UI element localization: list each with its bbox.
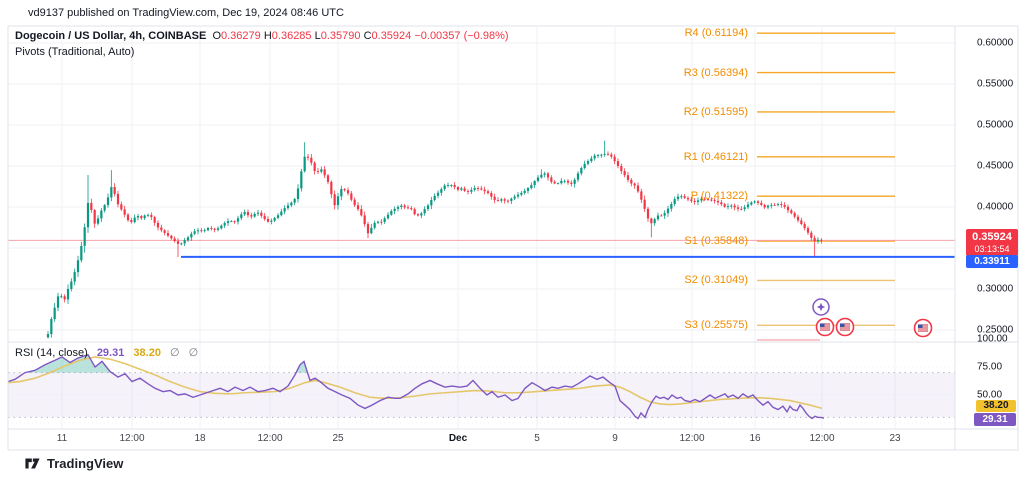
- pivot-label-R1: R1 (0.46121): [683, 150, 748, 163]
- ray-price-badge: 0.33911: [966, 255, 1018, 268]
- ohlc-high-value: 0.36285: [271, 30, 312, 42]
- time-label-11: 11: [56, 433, 68, 444]
- pivot-lines: [757, 32, 895, 326]
- axis-label-0.50000: 0.50000: [977, 119, 1014, 131]
- time-label-9: 9: [612, 433, 618, 444]
- rsi-lines: [8, 353, 825, 420]
- pivot-label-S3: S3 (0.25575): [684, 319, 748, 332]
- economic-event-flag-icon[interactable]: [913, 318, 933, 338]
- axis-label-50.00: 50.00: [977, 389, 1003, 401]
- axis-label-0.55000: 0.55000: [977, 78, 1014, 90]
- bar-countdown: 03:13:54: [974, 243, 1010, 254]
- time-label-18: 18: [194, 433, 206, 444]
- rsi-legend-title: RSI (14, close): [15, 347, 88, 359]
- pivot-label-R4: R4 (0.61194): [684, 27, 748, 40]
- chart-frame: [7, 25, 1019, 451]
- axis-label-0.25000: 0.25000: [977, 324, 1014, 336]
- pivot-label-P: P (0.41322): [690, 190, 748, 203]
- economic-event-flag-icon[interactable]: [835, 317, 855, 337]
- symbol-legend: Dogecoin / US Dollar, 4h, COINBASE O0.36…: [15, 30, 509, 42]
- rsi-ma-value: 38.20: [133, 347, 161, 359]
- candlestick-series: [46, 140, 823, 339]
- rsi-band-hidden-2: ∅: [188, 347, 199, 359]
- rsi-band-fill: [8, 372, 955, 418]
- rsi-band-hidden-1: ∅: [170, 347, 180, 359]
- ohlc-low-label: L: [314, 30, 321, 42]
- ohlc-close-label: C: [363, 30, 372, 42]
- ohlc-open-value: 0.36279: [221, 30, 261, 42]
- axis-label-0.40000: 0.40000: [977, 201, 1014, 213]
- add-alert-plus-button[interactable]: [812, 298, 830, 316]
- plus-star-icon: [816, 302, 826, 312]
- time-label-12:00: 12:00: [257, 433, 283, 444]
- time-label-Dec: Dec: [448, 433, 468, 444]
- ohlc-high-label: H: [263, 30, 272, 42]
- time-label-12:00: 12:00: [809, 433, 835, 444]
- rsi-overbought-fill: [24, 354, 308, 373]
- tradingview-brand-text: TradingView: [47, 456, 124, 471]
- axis-label-0.60000: 0.60000: [977, 37, 1014, 49]
- economic-event-flag-icon[interactable]: [815, 317, 835, 337]
- rsi-value-badge: 29.31: [974, 413, 1016, 426]
- time-label-16: 16: [749, 433, 761, 444]
- last-price-value: 0.35924: [972, 231, 1012, 243]
- gridlines: [8, 27, 955, 429]
- time-label-5: 5: [534, 433, 540, 444]
- tradingview-footer-link[interactable]: TradingView: [24, 455, 123, 472]
- rsi-line: [8, 353, 825, 420]
- pivot-label-S1: S1 (0.35848): [684, 235, 748, 248]
- attribution-text: vd9137 published on TradingView.com, Dec…: [28, 7, 344, 19]
- axis-label-100.00: 100.00: [977, 333, 1008, 345]
- rsi-indicator-legend: RSI (14, close) 29.31 38.20 ∅ ∅: [15, 346, 198, 359]
- rsi-value: 29.31: [96, 347, 125, 359]
- ohlc-open-label: O: [212, 30, 221, 42]
- time-label-12:00: 12:00: [119, 433, 145, 444]
- time-label-23: 23: [889, 433, 901, 444]
- time-label-25: 25: [332, 433, 344, 444]
- axis-label-0.45000: 0.45000: [977, 160, 1014, 172]
- ohlc-close-value: 0.35924: [371, 30, 412, 42]
- rsi-ma-line: [8, 356, 823, 409]
- rsi-ma-badge: 38.20: [976, 400, 1016, 412]
- ohlc-low-value: 0.35790: [320, 30, 361, 42]
- pivot-label-R2: R2 (0.51595): [683, 105, 748, 118]
- ohlc-change-value: −0.00357 (−0.98%): [414, 30, 509, 42]
- axis-label-0.30000: 0.30000: [977, 283, 1014, 295]
- pivots-indicator-legend: Pivots (Traditional, Auto): [15, 46, 135, 58]
- pivot-label-R3: R3 (0.56394): [683, 66, 748, 79]
- symbol-title: Dogecoin / US Dollar, 4h, COINBASE: [15, 30, 207, 42]
- time-label-12:00: 12:00: [679, 433, 705, 444]
- last-price-badge: 0.35924 03:13:54: [966, 229, 1018, 256]
- pivot-label-S2: S2 (0.31049): [684, 274, 748, 287]
- axis-label-75.00: 75.00: [977, 361, 1003, 373]
- tradingview-logo-icon: [25, 458, 40, 469]
